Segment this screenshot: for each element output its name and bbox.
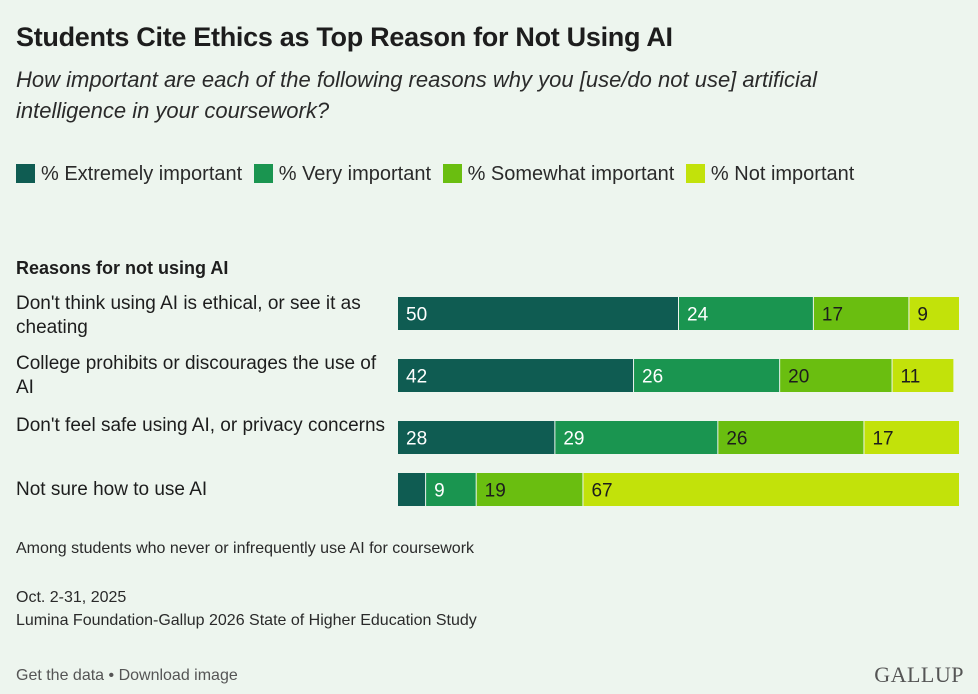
bar-segment-not-row-4 bbox=[583, 473, 959, 506]
bar-label-not-row-1: 9 bbox=[917, 305, 928, 326]
bar-segment-extremely-row-1 bbox=[398, 297, 678, 330]
legend-item-extremely: % Extremely important bbox=[16, 163, 242, 185]
footer-links: Get the data • Download image bbox=[16, 667, 238, 685]
row-label-ethics: Don't think using AI is ethical, or see … bbox=[16, 293, 361, 338]
chart-note: Among students who never or infrequently… bbox=[16, 540, 475, 557]
bar-label-somewhat-row-4: 19 bbox=[485, 481, 506, 502]
chart-title: Students Cite Ethics as Top Reason for N… bbox=[16, 22, 673, 52]
bar-chart: 50 24 17 9 42 26 20 11 28 29 26 17 9 19 67 bbox=[398, 297, 959, 506]
bar-segment-somewhat-row-3 bbox=[718, 421, 864, 454]
row-label-prohibits: College prohibits or discourages the use… bbox=[16, 353, 377, 398]
legend-swatch-not bbox=[685, 164, 705, 183]
bar-segment-extremely-row-4 bbox=[398, 473, 426, 506]
legend-label-extremely: % Extremely important bbox=[41, 163, 243, 185]
bar-label-somewhat-row-3: 26 bbox=[726, 429, 747, 450]
bar-segment-extremely-row-3 bbox=[398, 421, 555, 454]
get-data-link[interactable]: Get the data bbox=[16, 667, 105, 684]
legend-swatch-somewhat bbox=[442, 164, 462, 183]
bar-label-not-row-2: 11 bbox=[901, 367, 921, 388]
bar-label-somewhat-row-2: 20 bbox=[788, 367, 809, 388]
bar-segment-somewhat-row-4 bbox=[476, 473, 583, 506]
row-label-privacy: Don't feel safe using AI, or privacy con… bbox=[16, 415, 386, 436]
bar-segment-very-row-3 bbox=[555, 421, 718, 454]
bar-segment-very-row-4 bbox=[426, 473, 476, 506]
axis-title: Reasons for not using AI bbox=[16, 258, 229, 278]
legend-swatch-extremely bbox=[16, 164, 35, 183]
survey-date: Oct. 2-31, 2025 bbox=[16, 589, 127, 606]
bar-segment-extremely-row-2 bbox=[398, 359, 634, 392]
gallup-logo: GALLUP bbox=[874, 662, 964, 687]
bar-segment-somewhat-row-1 bbox=[813, 297, 909, 330]
bar-label-extremely-row-3: 28 bbox=[406, 429, 427, 450]
legend-label-somewhat: % Somewhat important bbox=[467, 163, 675, 185]
bar-label-extremely-row-1: 50 bbox=[406, 305, 427, 326]
bar-label-very-row-3: 29 bbox=[563, 429, 584, 450]
bar-label-somewhat-row-1: 17 bbox=[822, 305, 843, 326]
bar-segment-somewhat-row-2 bbox=[780, 359, 892, 392]
bar-segment-not-row-1 bbox=[909, 297, 959, 330]
bar-label-not-row-4: 67 bbox=[591, 481, 612, 502]
legend-item-not: % Not important bbox=[685, 163, 855, 185]
bar-label-very-row-2: 26 bbox=[642, 367, 663, 388]
bar-label-extremely-row-2: 42 bbox=[406, 367, 427, 388]
bar-segment-not-row-2 bbox=[892, 359, 954, 392]
legend-item-somewhat: % Somewhat important bbox=[442, 163, 675, 185]
bar-label-not-row-3: 17 bbox=[872, 429, 893, 450]
legend-item-very: % Very important bbox=[253, 163, 432, 185]
legend-swatch-very bbox=[253, 164, 273, 183]
bar-label-very-row-4: 9 bbox=[434, 481, 445, 502]
chart-subtitle: How important are each of the following … bbox=[16, 67, 817, 123]
download-image-link[interactable]: Download image bbox=[118, 667, 238, 684]
bar-label-very-row-1: 24 bbox=[687, 305, 709, 326]
bar-segment-very-row-2 bbox=[634, 359, 780, 392]
legend-label-not: % Not important bbox=[710, 163, 855, 185]
bar-segment-not-row-3 bbox=[864, 421, 959, 454]
footer-separator: • bbox=[104, 667, 119, 684]
legend-label-very: % Very important bbox=[278, 163, 432, 185]
source-text: Lumina Foundation-Gallup 2026 State of H… bbox=[16, 612, 477, 629]
bar-segment-very-row-1 bbox=[679, 297, 813, 330]
row-label-not-sure: Not sure how to use AI bbox=[16, 479, 208, 500]
legend: % Extremely important % Very important %… bbox=[16, 158, 916, 191]
